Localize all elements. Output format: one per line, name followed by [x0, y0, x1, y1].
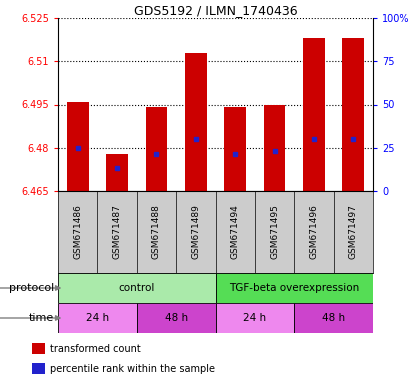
Text: 48 h: 48 h [165, 313, 188, 323]
Text: 48 h: 48 h [322, 313, 345, 323]
Text: time: time [29, 313, 54, 323]
Bar [185, 53, 207, 191]
Text: percentile rank within the sample: percentile rank within the sample [50, 364, 215, 374]
Text: GSM671495: GSM671495 [270, 205, 279, 260]
Text: protocol: protocol [9, 283, 54, 293]
Text: GSM671488: GSM671488 [152, 205, 161, 260]
Bar [303, 38, 325, 191]
Bar [137, 303, 215, 333]
Bar [225, 108, 246, 191]
Bar [106, 154, 128, 191]
Text: transformed count: transformed count [50, 344, 141, 354]
Bar [342, 38, 364, 191]
Text: GSM671497: GSM671497 [349, 205, 358, 260]
Bar [67, 102, 88, 191]
Text: GSM671489: GSM671489 [191, 205, 200, 260]
Text: 24 h: 24 h [243, 313, 266, 323]
Bar [215, 273, 373, 303]
Bar [58, 273, 215, 303]
Bar [58, 303, 137, 333]
Text: GSM671487: GSM671487 [112, 205, 122, 260]
Bar [32, 343, 45, 354]
Text: GSM671494: GSM671494 [231, 205, 240, 259]
Text: GSM671486: GSM671486 [73, 205, 82, 260]
Text: GSM671496: GSM671496 [310, 205, 318, 260]
Bar [32, 363, 45, 374]
Bar [215, 303, 294, 333]
Text: control: control [119, 283, 155, 293]
Text: 24 h: 24 h [86, 313, 109, 323]
Bar [146, 108, 167, 191]
Bar [294, 303, 373, 333]
Title: GDS5192 / ILMN_1740436: GDS5192 / ILMN_1740436 [134, 4, 297, 17]
Bar [264, 104, 286, 191]
Text: TGF-beta overexpression: TGF-beta overexpression [229, 283, 359, 293]
